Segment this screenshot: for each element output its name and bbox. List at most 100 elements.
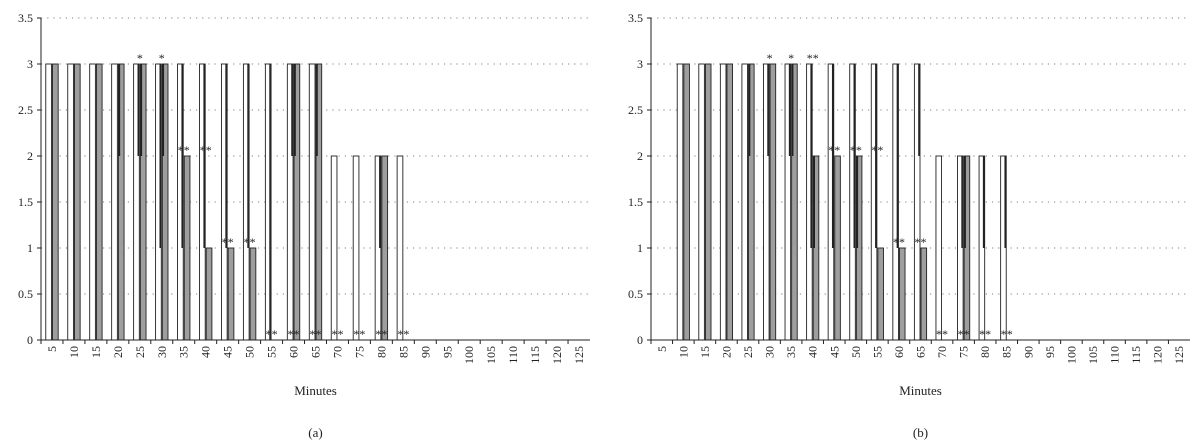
chart-panel-a: 00.511.522.533.5* *** **** **** ** ** ** ** ** **… — [18, 11, 590, 440]
y-tick-label: 2.5 — [18, 103, 33, 117]
bar — [52, 63, 59, 341]
y-tick-label: 0.5 — [18, 287, 33, 301]
x-axis-title: Minutes — [294, 383, 337, 398]
x-tick-label: 60 — [287, 346, 301, 358]
y-tick-label: 2 — [637, 149, 643, 163]
y-tick-label: 2.5 — [628, 103, 643, 117]
bar — [67, 63, 74, 341]
x-tick-label: 25 — [133, 346, 147, 358]
bar — [111, 63, 118, 341]
bar — [769, 63, 777, 341]
bar — [249, 247, 257, 341]
significance-marker: ** — [178, 143, 190, 157]
x-tick-label: 60 — [892, 346, 906, 358]
bar — [683, 63, 690, 341]
significance-marker: ** — [222, 235, 234, 249]
bar — [205, 247, 213, 341]
bar — [45, 63, 52, 341]
significance-marker: * — [159, 51, 165, 65]
y-tick-label: 1.5 — [628, 195, 643, 209]
x-tick-label: 40 — [199, 346, 213, 358]
significance-marker: ** — [871, 143, 883, 157]
significance-marker: ** — [807, 51, 819, 65]
significance-marker: * — [767, 51, 773, 65]
bar — [719, 63, 727, 341]
bar — [877, 247, 884, 341]
x-tick-label: 15 — [89, 346, 103, 358]
x-tick-label: 15 — [698, 346, 712, 358]
x-tick-label: 30 — [155, 346, 169, 358]
bar — [834, 155, 841, 341]
significance-marker: ** — [331, 327, 343, 341]
significance-marker: ** — [353, 327, 365, 341]
x-tick-label: 110 — [506, 346, 520, 364]
significance-marker: ** — [375, 327, 387, 341]
x-tick-label: 45 — [221, 346, 235, 358]
x-tick-label: 65 — [914, 346, 928, 358]
significance-marker: ** — [915, 235, 927, 249]
x-tick-label: 115 — [528, 346, 542, 364]
y-tick-label: 3 — [27, 57, 33, 71]
x-tick-label: 75 — [957, 346, 971, 358]
significance-marker: ** — [1001, 327, 1013, 341]
bar — [698, 63, 705, 341]
chart-panel-b: 00.511.522.533.5* * **** ** **** **** ** ** **5 1… — [628, 11, 1190, 440]
x-tick-label: 45 — [827, 346, 841, 358]
y-tick-label: 1 — [27, 241, 33, 255]
y-tick-label: 3.5 — [18, 11, 33, 25]
significance-marker: ** — [244, 235, 256, 249]
bar — [183, 155, 191, 341]
x-tick-label: 80 — [374, 346, 388, 358]
significance-marker: * — [137, 51, 143, 65]
x-tick-label: 10 — [676, 346, 690, 358]
bar — [704, 63, 712, 341]
significance-marker: ** — [979, 327, 991, 341]
bar — [381, 155, 389, 341]
x-tick-label: 65 — [309, 346, 323, 358]
y-tick-label: 3 — [637, 57, 643, 71]
x-tick-label: 55 — [265, 346, 279, 358]
x-tick-label: 30 — [763, 346, 777, 358]
significance-marker: * — [788, 51, 794, 65]
significance-marker: ** — [958, 327, 970, 341]
x-tick-label: 110 — [1108, 346, 1122, 364]
x-tick-label: 70 — [935, 346, 949, 358]
x-tick-label: 100 — [1064, 346, 1078, 364]
x-tick-label: 90 — [1021, 346, 1035, 358]
x-tick-label: 125 — [1172, 346, 1186, 364]
x-tick-label: 50 — [849, 346, 863, 358]
bar — [352, 155, 360, 341]
x-tick-label: 50 — [243, 346, 257, 358]
bar — [935, 155, 943, 341]
bar — [330, 155, 338, 341]
x-tick-label: 95 — [440, 346, 454, 358]
x-tick-label: 95 — [1043, 346, 1057, 358]
panel-label: (a) — [308, 425, 322, 440]
bar — [95, 63, 103, 341]
x-tick-label: 5 — [45, 346, 59, 352]
x-tick-label: 125 — [572, 346, 586, 364]
bar — [741, 63, 748, 341]
significance-marker: ** — [200, 143, 212, 157]
bar — [89, 63, 96, 341]
x-tick-label: 105 — [484, 346, 498, 364]
bar — [308, 63, 316, 341]
bar — [73, 63, 81, 341]
x-tick-label: 120 — [1151, 346, 1165, 364]
x-tick-label: 85 — [396, 346, 410, 358]
bar — [676, 63, 684, 341]
y-tick-label: 0 — [27, 333, 33, 347]
x-tick-label: 5 — [655, 346, 669, 352]
x-tick-label: 90 — [418, 346, 432, 358]
significance-marker: ** — [266, 327, 278, 341]
y-tick-label: 0.5 — [628, 287, 643, 301]
bar — [396, 155, 404, 341]
x-tick-label: 35 — [177, 346, 191, 358]
y-tick-label: 0 — [637, 333, 643, 347]
significance-marker: ** — [288, 327, 300, 341]
x-tick-label: 115 — [1129, 346, 1143, 364]
x-tick-label: 120 — [550, 346, 564, 364]
y-tick-label: 2 — [27, 149, 33, 163]
significance-marker: ** — [893, 235, 905, 249]
